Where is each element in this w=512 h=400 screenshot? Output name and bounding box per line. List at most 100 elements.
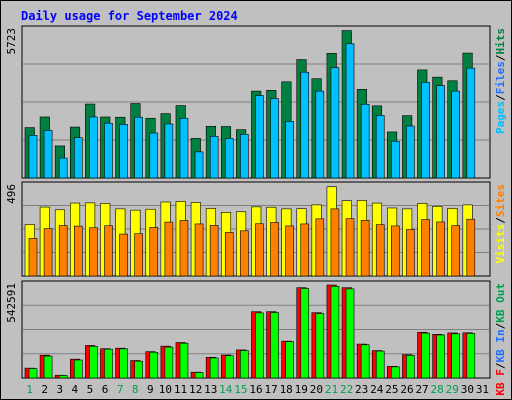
bar-kb-in [58,375,68,379]
x-tick-label: 15 [234,383,247,396]
legend-entry: Pages [494,101,507,134]
bar-files [345,43,355,179]
bar-sites [104,225,113,277]
bar-files [73,137,83,179]
bar-kb-in [255,312,264,379]
bar-files [194,151,204,179]
bar-files [134,116,143,179]
bar-sites [360,219,370,277]
bar-files [224,138,234,179]
bar-files [89,116,98,179]
bar-files [391,140,400,179]
bar-files [179,117,189,179]
x-tick-label: 24 [370,383,384,396]
bar-sites [375,224,385,277]
bar-files [406,125,415,179]
bar-kb-in [164,346,174,379]
legend-entry: Files [494,61,507,94]
x-tick-label: 6 [102,383,109,396]
bar-files [149,132,159,179]
x-tick-label: 8 [132,383,139,396]
bar-sites [179,220,189,277]
bar-kb-in [330,286,340,379]
x-tick-label: 7 [117,383,124,396]
bar-kb-in [194,372,204,379]
bar-sites [89,227,98,277]
bar-kb-in [345,288,355,379]
bar-files [104,122,113,179]
bar-files [43,130,53,179]
legend-entry: Sites [494,184,507,217]
bar-sites [406,229,415,277]
x-tick-label: 30 [461,383,474,396]
legend-entry: Visits [494,224,507,264]
legend-entry: / [494,54,507,61]
bar-kb-in [285,341,294,379]
bar-sites [119,233,128,277]
legend: Visits/Sites [494,184,507,264]
x-tick-label: 28 [431,383,444,396]
bar-kb-in [89,345,98,379]
bar-sites [330,208,340,277]
legend-entry: / [494,94,507,101]
bar-files [421,82,430,179]
legend-entry: KB F [494,369,507,396]
bar-sites [345,218,355,277]
bar-sites [315,218,325,277]
max-value-label: 5723 [5,28,18,55]
x-tick-label: 17 [264,383,277,396]
bar-files [28,135,38,179]
bar-kb-in [43,355,53,379]
bar-sites [43,228,53,277]
legend-entry: / [494,217,507,224]
legend-entry: / [494,322,507,329]
bar-sites [391,225,400,277]
bar-files [375,115,385,179]
bar-sites [270,222,279,277]
bar-kb-in [270,312,279,379]
bar-files [209,136,219,179]
bar-kb-in [421,332,430,379]
bar-sites [421,219,430,277]
x-tick-label: 22 [340,383,353,396]
bar-sites [224,232,234,277]
bar-files [436,85,445,179]
bar-files [255,95,264,179]
bar-kb-in [300,288,310,379]
bar-sites [436,221,445,277]
bar-sites [149,227,159,277]
bar-files [285,121,294,179]
bar-kb-in [315,313,325,379]
bar-files [164,123,174,179]
bar-kb-in [104,348,113,379]
legend: KB F/KB In/KB Out [494,283,507,396]
x-tick-label: 21 [325,383,338,396]
x-tick-label: 19 [295,383,308,396]
bar-kb-in [179,342,189,379]
bar-sites [466,218,476,277]
bar-files [466,67,476,179]
max-value-label: 496 [5,184,18,204]
bar-files [451,90,461,179]
bar-files [300,71,310,179]
bar-sites [134,233,143,277]
bar-sites [240,230,249,277]
bar-files [240,133,249,179]
legend-entry: Hits [494,28,507,55]
bar-sites [285,225,294,277]
bar-files [315,90,325,179]
x-tick-label: 25 [385,383,398,396]
legend-entry: KB In [494,329,507,362]
bar-kb-in [134,360,143,379]
bar-files [330,67,340,179]
x-tick-label: 3 [56,383,63,396]
legend: Pages/Files/Hits [494,28,507,134]
bar-files [119,124,128,179]
bar-files [270,98,279,179]
x-tick-label: 20 [310,383,323,396]
bar-kb-in [391,366,400,379]
bar-kb-in [149,351,159,379]
bar-files [58,157,68,179]
chart-title: Daily usage for September 2024 [21,9,238,23]
